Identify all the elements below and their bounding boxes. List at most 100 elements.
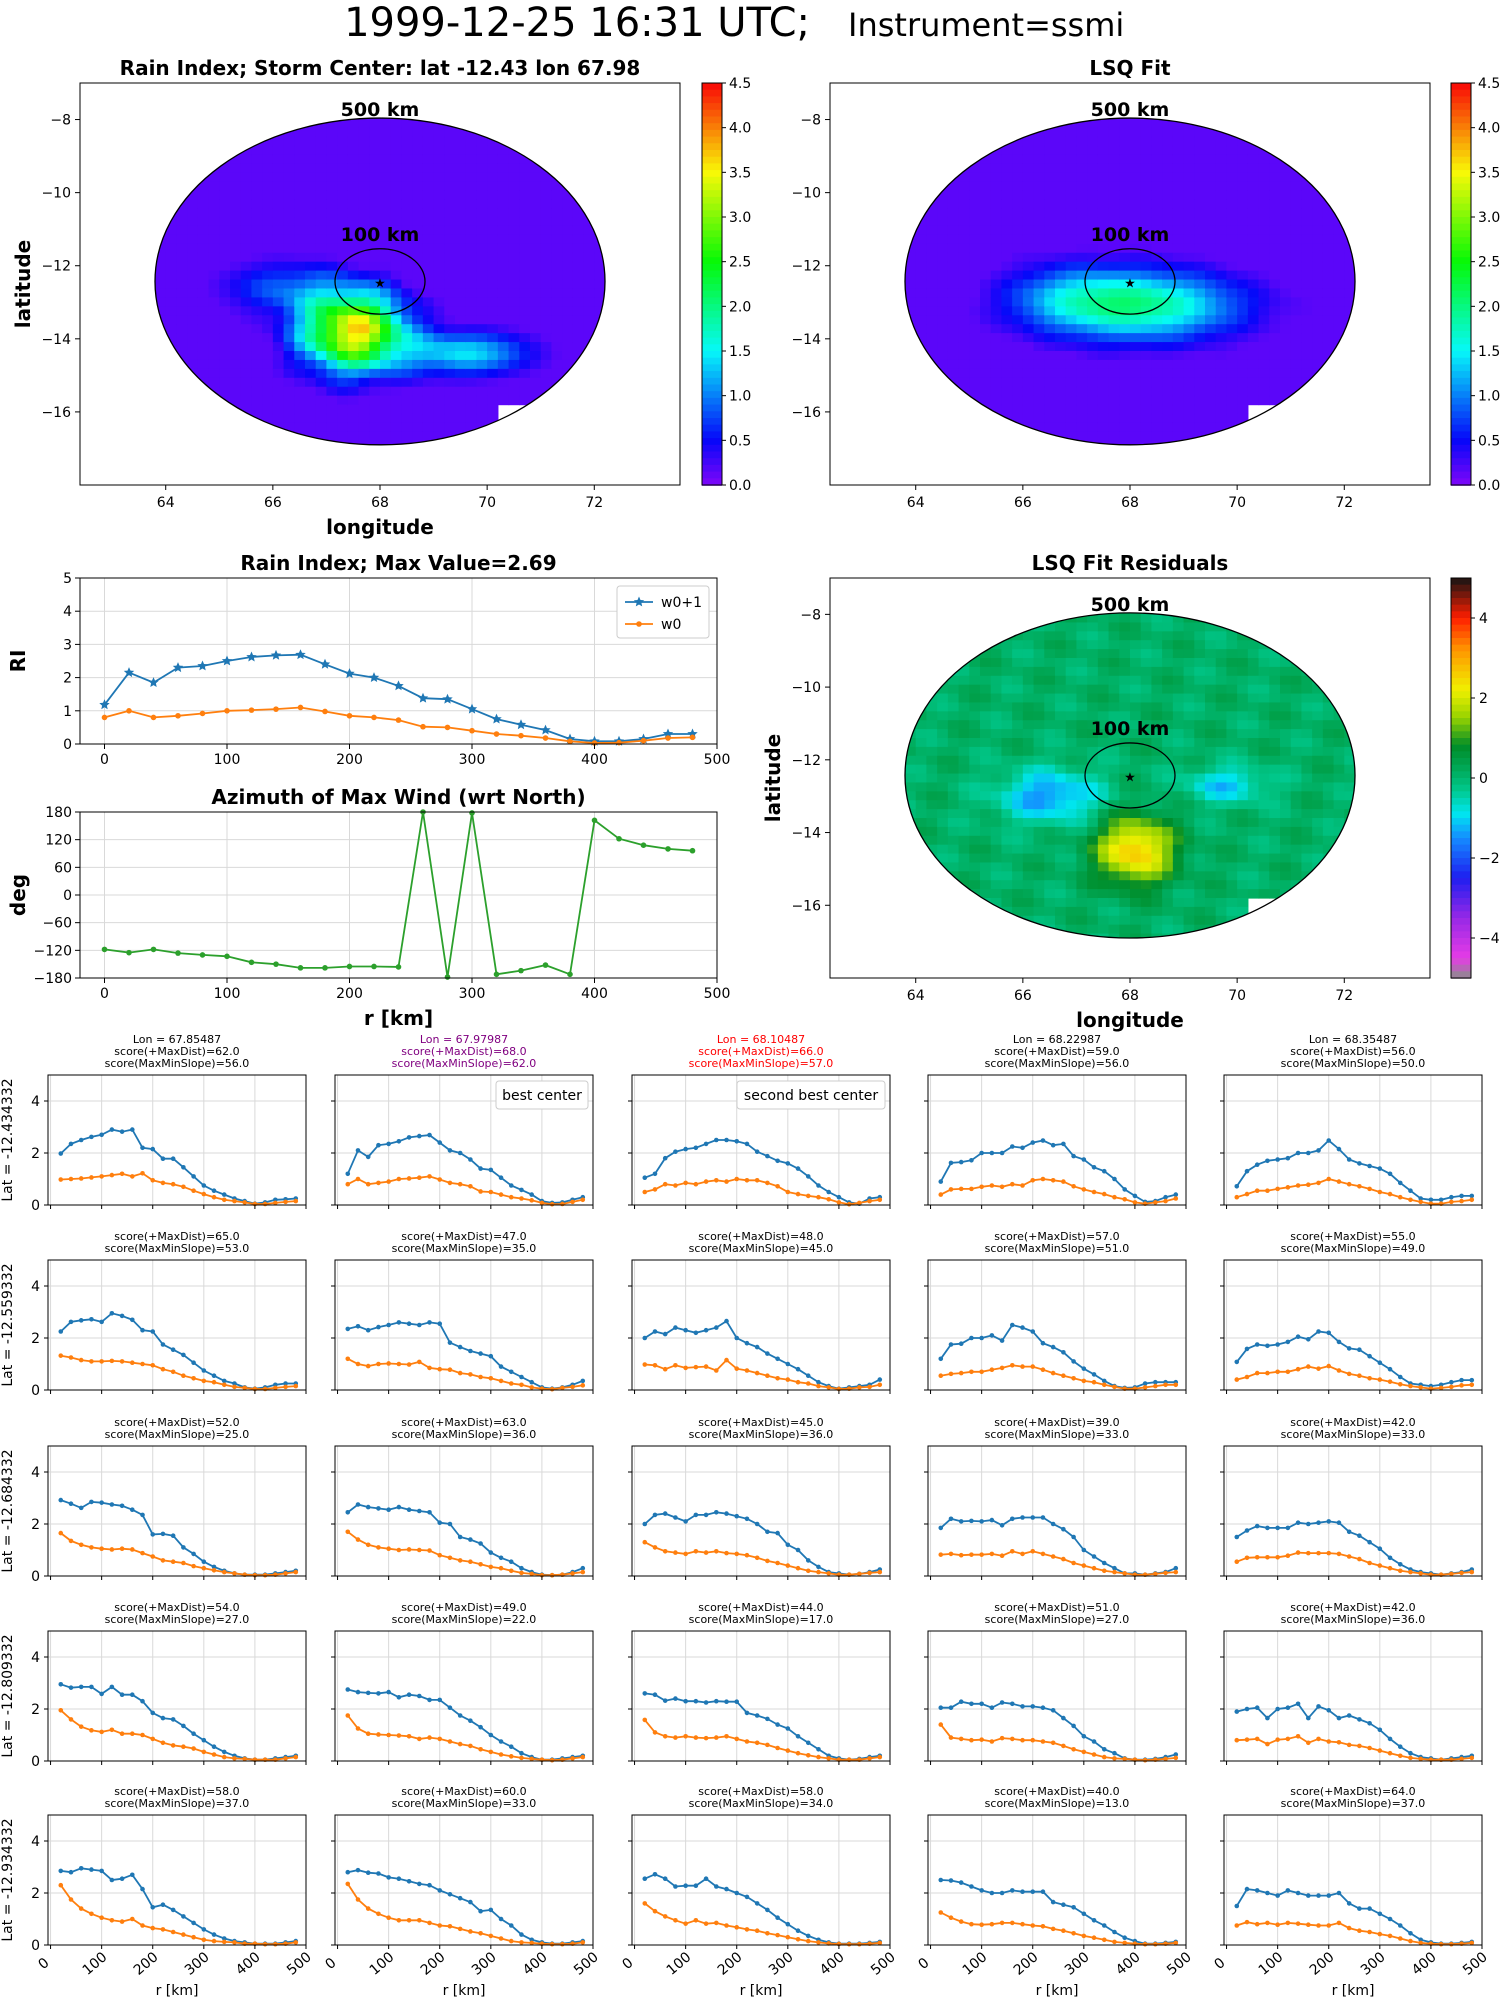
map-cell (851, 720, 862, 729)
map-cell (905, 217, 906, 227)
map-cell (251, 422, 263, 432)
map-cell (851, 782, 862, 791)
colorbar-segment (1451, 357, 1471, 366)
map-cell (508, 181, 520, 191)
map-cell (1194, 92, 1205, 102)
map-cell (1130, 306, 1142, 316)
colorbar-segment (1451, 150, 1471, 158)
map-cell (830, 587, 841, 596)
map-cell (1087, 386, 1099, 397)
map-cell (1065, 342, 1078, 352)
map-cell (465, 234, 478, 245)
map-cell (476, 476, 487, 486)
map-cell (305, 342, 317, 352)
x-tick-label: 68 (371, 495, 389, 511)
map-cell (380, 395, 392, 406)
map-cell (841, 458, 852, 468)
map-cell (884, 324, 895, 334)
map-cell (937, 101, 948, 111)
x-tick-label: 66 (1014, 495, 1032, 511)
map-cell (80, 288, 91, 298)
map-cell (455, 458, 466, 468)
map-cell (841, 942, 852, 951)
map-cell (272, 181, 285, 191)
map-cell (262, 199, 274, 209)
map-cell (851, 422, 862, 432)
map-cell (519, 377, 531, 388)
map-cell (487, 458, 498, 468)
map-cell (1322, 324, 1335, 334)
map-cell (830, 262, 841, 272)
map-cell (551, 234, 563, 245)
map-cell (1151, 261, 1163, 272)
map-cell (262, 136, 274, 147)
map-cell (1119, 458, 1130, 468)
map-cell (294, 449, 305, 459)
map-cell (283, 172, 295, 182)
map-cell (830, 172, 841, 182)
map-cell (1183, 422, 1195, 432)
map-cell (455, 261, 467, 272)
map-cell (551, 333, 563, 343)
map-cell (155, 395, 167, 406)
map-cell (572, 315, 585, 325)
map-cell (1247, 359, 1260, 370)
map-cell (1098, 449, 1109, 459)
map-cell (422, 261, 435, 272)
map-cell (562, 252, 574, 263)
map-cell (884, 476, 895, 486)
map-cell (915, 675, 928, 686)
map-cell (905, 746, 917, 757)
map-cell (540, 279, 553, 290)
map-cell (422, 342, 435, 352)
map-cell (980, 413, 992, 424)
map-cell (1022, 136, 1035, 147)
map-cell (358, 315, 370, 325)
map-cell (284, 101, 295, 111)
map-cell (1344, 270, 1355, 281)
map-cell (905, 773, 917, 784)
map-cell (1001, 467, 1012, 477)
map-cell (112, 119, 123, 129)
map-cell (1215, 243, 1228, 254)
map-cell (980, 422, 992, 432)
map-cell (1034, 101, 1045, 111)
map-cell (830, 916, 841, 925)
map-cell (155, 440, 167, 445)
map-cell (476, 377, 488, 388)
colorbar-segment (1451, 471, 1471, 480)
map-cell (251, 440, 263, 445)
map-cell (1226, 404, 1238, 415)
map-cell (1055, 440, 1067, 445)
map-cell (433, 297, 445, 307)
map-cell (926, 101, 937, 111)
map-cell (476, 413, 488, 424)
map-cell (272, 395, 285, 406)
map-cell (926, 844, 938, 855)
map-cell (862, 622, 873, 631)
map-cell (1012, 413, 1024, 424)
map-cell (1076, 458, 1087, 468)
map-cell (905, 208, 906, 218)
map-cell (830, 431, 841, 441)
map-cell (1055, 136, 1067, 147)
map-cell (841, 199, 852, 209)
map-cell (572, 217, 585, 227)
map-cell (948, 101, 959, 111)
map-cell (884, 685, 895, 694)
map-cell (134, 476, 145, 486)
map-cell (937, 720, 949, 730)
map-cell (947, 333, 960, 343)
map-cell (155, 118, 167, 129)
map-cell (884, 83, 895, 93)
map-cell (422, 288, 435, 298)
map-cell (1215, 422, 1228, 432)
map-cell (1119, 154, 1131, 164)
colorbar-frame (701, 82, 723, 486)
map-cell (926, 675, 938, 686)
map-cell (380, 225, 392, 236)
map-cell (1237, 288, 1249, 298)
map-cell (315, 333, 328, 343)
map-cell (1205, 118, 1217, 129)
map-cell (948, 960, 959, 969)
